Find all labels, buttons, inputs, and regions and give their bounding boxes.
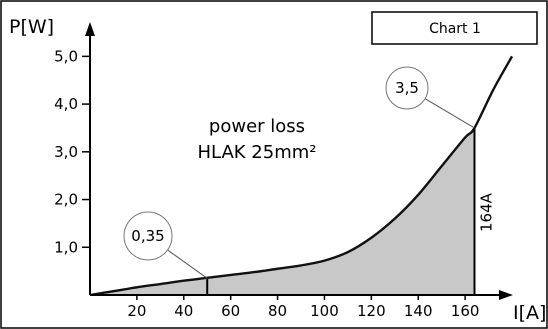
x-tick-label: 20 [127, 302, 146, 320]
y-tick-label: 3,0 [54, 143, 78, 161]
x-tick-label: 140 [404, 302, 433, 320]
x-tick-label: 40 [174, 302, 193, 320]
x-ticks: 20 40 60 80 100 120 140 160 [127, 295, 479, 320]
callout-circle [385, 66, 429, 110]
x-tick-label: 100 [310, 302, 339, 320]
x-axis-title: I[A] [513, 302, 546, 324]
callout-label: 0,35 [131, 227, 164, 245]
chart-box-label: Chart 1 [429, 21, 481, 37]
callout-label: 3,5 [395, 79, 419, 97]
y-axis-arrow [85, 22, 95, 36]
y-tick-label: 5,0 [54, 47, 78, 65]
callout-leader [424, 98, 475, 129]
y-ticks: 1,0 2,0 3,0 4,0 5,0 [54, 47, 90, 256]
callout-leader [167, 249, 208, 279]
x-axis-arrow [499, 290, 513, 300]
shaded-area [90, 127, 475, 295]
vertical-label-164a: 164A [477, 192, 495, 232]
y-tick-label: 1,0 [54, 238, 78, 256]
plot-area: 164A [89, 55, 514, 297]
chart-box [371, 11, 538, 45]
y-axis-title: P[W] [9, 16, 54, 38]
y-tick-label: 2,0 [54, 191, 78, 209]
power-loss-curve [89, 55, 514, 297]
x-tick-label: 60 [221, 302, 240, 320]
callout-circle [123, 211, 173, 261]
x-tick-label: 120 [357, 302, 386, 320]
callouts: 0,35 3,5 [123, 66, 475, 279]
x-tick-label: 160 [451, 302, 480, 320]
x-tick-label: 80 [268, 302, 287, 320]
y-tick-label: 4,0 [54, 95, 78, 113]
annotation-line-1: power loss [209, 116, 305, 137]
annotation-line-2: HLAK 25mm² [197, 142, 316, 163]
